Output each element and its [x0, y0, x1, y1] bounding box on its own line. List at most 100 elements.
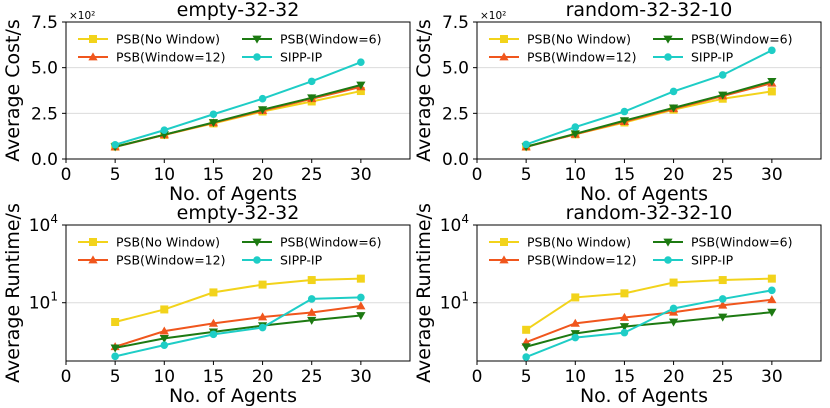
x-tick-label: 30 [761, 367, 783, 387]
series-line [114, 61, 362, 146]
series-line [114, 277, 361, 323]
y-tick-label: 104 [29, 212, 58, 236]
y-tick-label: 0.0 [31, 150, 58, 170]
series-line [525, 49, 773, 146]
data-point [669, 304, 678, 313]
legend-item: PSB(No Window) [489, 235, 631, 250]
y-axis-label: Average Cost/s [413, 19, 435, 162]
legend-label: SIPP-IP [691, 50, 734, 65]
y-tick-label: 5.0 [31, 59, 58, 79]
legend-swatch-marker [664, 53, 672, 61]
legend-item: PSB(Window=12) [489, 253, 636, 268]
series-line [525, 298, 772, 344]
legend-item: PSB(Window=12) [78, 50, 225, 65]
data-point [160, 341, 169, 349]
legend-label: PSB(Window=6) [691, 32, 793, 47]
data-point [111, 140, 119, 149]
data-point [307, 295, 316, 303]
data-point [620, 328, 629, 337]
data-point [357, 58, 365, 66]
legend-label: PSB(No Window) [116, 32, 220, 47]
legend-item: PSB(Window=6) [242, 235, 382, 250]
data-point [160, 126, 169, 134]
y-tick-base: 10 [29, 294, 51, 314]
data-point [209, 330, 218, 339]
legend-swatch-marker [499, 52, 509, 61]
data-point [258, 323, 267, 332]
chart-panel-1: empty-32-32 0 5 10 15 20 25 30 0.0 2.5 5.0 7.5 ×10² N… [2, 0, 411, 205]
series-psb-no-window [111, 87, 365, 151]
data-point [619, 312, 630, 321]
data-point [570, 318, 580, 327]
data-point [571, 123, 580, 131]
y-tick-label: 2.5 [442, 104, 469, 124]
legend-item: SIPP-IP [653, 253, 734, 268]
plot-frame [65, 21, 411, 160]
x-tick-label: 20 [663, 367, 685, 387]
x-tick-label: 0 [61, 165, 72, 185]
x-axis-label: No. of Agents [169, 183, 297, 205]
x-tick-label: 15 [203, 367, 225, 387]
x-tick-label: 15 [614, 165, 636, 185]
legend-item: PSB(No Window) [78, 32, 220, 47]
y-tick-exponent: 1 [461, 290, 469, 304]
y-tick-label: 0.0 [442, 150, 469, 170]
series-line [114, 304, 361, 348]
legend: PSB(No Window) PSB(Window=12) PSB(Window=6… [78, 235, 382, 268]
data-point [356, 312, 366, 321]
legend: PSB(No Window) PSB(Window=12) PSB(Window=6… [489, 235, 793, 268]
legend-swatch-marker [89, 35, 97, 43]
data-point [768, 286, 776, 295]
legend-swatch-marker [253, 256, 261, 264]
x-tick-label: 5 [110, 367, 121, 387]
y-axis-label: Average Runtime/s [413, 203, 435, 383]
data-point [258, 280, 267, 289]
x-tick-label: 25 [301, 367, 323, 387]
data-point [258, 94, 267, 103]
data-point [619, 323, 630, 332]
series-sipp-ip [111, 58, 365, 149]
x-axis-label: No. of Agents [580, 385, 708, 407]
legend-label: SIPP-IP [280, 253, 323, 268]
legend-item: PSB(Window=6) [653, 32, 793, 47]
chart-panel-2: random-32-32-10 0 5 10 15 20 25 30 0.0 2.5 5.0 7.5 ×… [413, 0, 822, 205]
y-tick-label: 2.5 [31, 104, 58, 124]
data-point [718, 313, 728, 322]
data-point [767, 295, 777, 304]
series-psb-window-6 [521, 308, 777, 352]
x-axis-label: No. of Agents [580, 183, 708, 205]
x-tick-label: 0 [472, 165, 483, 185]
y-tick-label: 7.5 [442, 13, 469, 33]
data-point [767, 87, 776, 96]
legend-swatch-marker [88, 255, 98, 264]
x-tick-label: 15 [203, 165, 225, 185]
series-psb-window-6 [110, 81, 366, 152]
data-point [669, 278, 678, 287]
y-tick-base: 10 [29, 216, 51, 236]
data-point [160, 305, 169, 314]
legend-swatch-marker [252, 238, 262, 247]
data-point [307, 94, 317, 103]
x-tick-label: 25 [712, 165, 734, 185]
legend-item: PSB(Window=12) [78, 253, 225, 268]
data-point [307, 77, 316, 86]
legend-label: PSB(Window=12) [527, 253, 636, 268]
series-line [525, 289, 773, 358]
x-tick-label: 30 [761, 165, 783, 185]
legend-swatch-marker [500, 238, 508, 246]
data-point [307, 307, 317, 316]
legend-item: SIPP-IP [242, 253, 323, 268]
data-point [668, 318, 679, 327]
data-point [357, 293, 365, 302]
x-tick-label: 5 [110, 165, 121, 185]
x-tick-label: 10 [153, 367, 175, 387]
y-tick-exponent: 4 [50, 212, 58, 226]
legend-swatch-marker [499, 255, 509, 264]
x-tick-label: 0 [472, 367, 483, 387]
series-psb-no-window [522, 274, 776, 334]
legend-label: PSB(No Window) [116, 235, 220, 250]
data-point [718, 91, 728, 100]
legend: PSB(No Window) PSB(Window=12) PSB(Window=6… [489, 32, 793, 65]
data-point [767, 77, 777, 86]
